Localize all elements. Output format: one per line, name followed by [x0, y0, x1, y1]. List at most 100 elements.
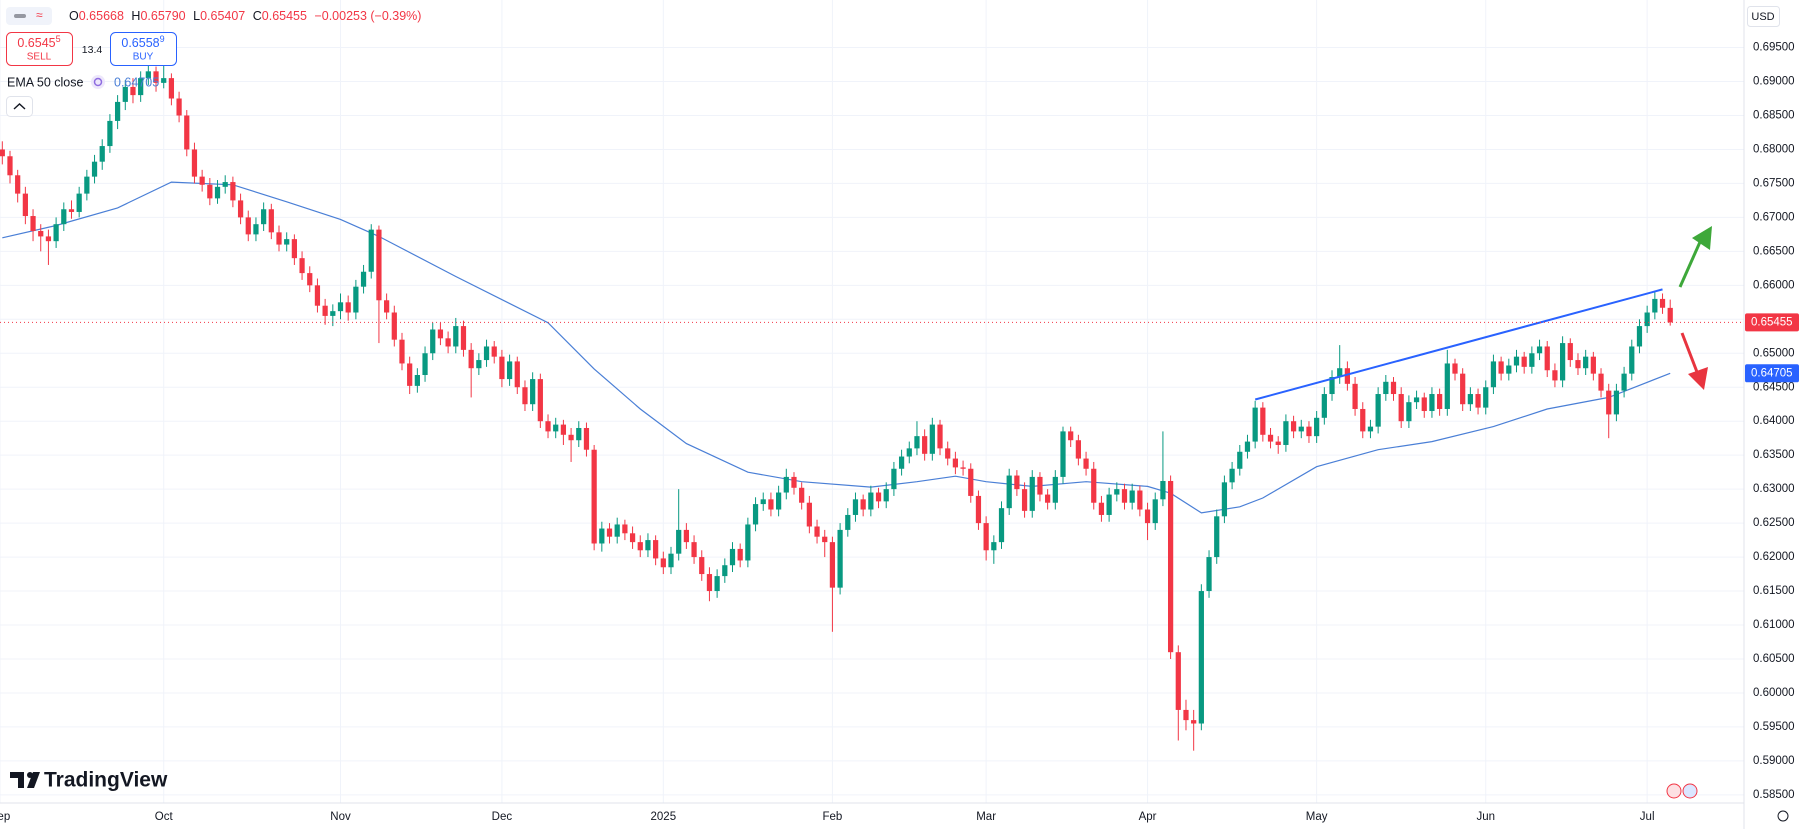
indicator-name: EMA 50 close [7, 75, 83, 89]
candle-body [1267, 434, 1274, 442]
candle-body [214, 186, 221, 199]
candle-body [829, 542, 836, 588]
candle-body [322, 305, 328, 316]
down-arrow [1680, 332, 1699, 373]
candle-body [737, 548, 743, 561]
candle-body [1590, 356, 1596, 374]
candle-body [384, 300, 390, 313]
event-icon[interactable] [1682, 783, 1698, 799]
candle-body [1198, 591, 1204, 724]
x-tick-label: May [1306, 811, 1328, 823]
candle-body [161, 78, 167, 83]
candle-body [430, 329, 436, 354]
y-tick-label: 0.69500 [1753, 42, 1795, 54]
candle-body [22, 193, 28, 217]
currency: USD [1751, 11, 1774, 23]
buy-button[interactable] [110, 32, 177, 66]
candle-body [975, 495, 982, 524]
low-value: 0.65407 [200, 9, 245, 23]
indicator-value: 0.64705 [114, 75, 159, 89]
event-icon[interactable] [1666, 783, 1682, 799]
candle-body [268, 209, 274, 233]
settings-icon[interactable] [1777, 810, 1789, 822]
candle-body [1536, 346, 1543, 354]
candle-body [1306, 426, 1312, 437]
collapse-button[interactable] [6, 96, 33, 117]
sell-button[interactable] [6, 32, 73, 66]
candle-body [1437, 394, 1443, 409]
candle-body [1014, 475, 1020, 490]
candle-body [1444, 363, 1450, 409]
candle-body [629, 533, 636, 543]
sell-price-pip: 5 [56, 34, 61, 44]
candle-body [1314, 417, 1320, 437]
candle-body [1483, 387, 1489, 408]
candle-body [514, 361, 520, 388]
trend-line [1254, 288, 1663, 401]
y-tick-label: 0.66000 [1753, 279, 1795, 291]
candle-body [184, 115, 190, 150]
high-value: 0.65790 [140, 9, 185, 23]
candle-body [1152, 499, 1158, 524]
candle-body [1052, 476, 1058, 503]
candle-body [945, 448, 951, 459]
candle-body [614, 524, 620, 537]
candle-body [1352, 383, 1358, 409]
candle-body [852, 499, 859, 515]
candle-body [952, 458, 959, 468]
candle-body [345, 302, 351, 313]
button-icon: ≈ [36, 8, 43, 22]
candle-body [222, 182, 228, 187]
y-tick-label: 0.61500 [1753, 585, 1795, 597]
x-tick-label: Nov [330, 811, 351, 823]
candle-body [491, 346, 497, 357]
candle-body [560, 424, 567, 435]
candle-body [1544, 346, 1550, 371]
candle-body [637, 542, 643, 551]
candle-body [1390, 381, 1397, 395]
logo-text: TradingView [44, 769, 168, 792]
currency-button[interactable] [1747, 6, 1780, 27]
candle-body [814, 526, 820, 537]
candle-body [960, 467, 966, 469]
candle-body [676, 529, 682, 554]
symbol-buttons[interactable] [6, 7, 52, 25]
candle-body [760, 499, 766, 505]
x-tick-label: Mar [976, 811, 996, 823]
candle-body [860, 499, 866, 510]
candle-body [1214, 516, 1220, 558]
indicator-icon[interactable] [91, 75, 105, 89]
candle-body [1337, 368, 1343, 378]
candle-body [1106, 494, 1112, 515]
candle-body [445, 338, 451, 347]
candle-body [1421, 397, 1427, 412]
y-tick-label: 0.68500 [1753, 110, 1795, 122]
candle-body [453, 326, 459, 347]
candle-body [1498, 361, 1504, 374]
candle-body [207, 184, 213, 199]
candle-body [1375, 394, 1381, 427]
candle-body [868, 492, 874, 510]
x-tick-label: Dec [492, 811, 513, 823]
candle-body [914, 436, 920, 449]
buy-price-main: 0.6558 [121, 36, 159, 50]
candle-body [353, 286, 359, 313]
candle-body [837, 529, 843, 588]
candle-body [1298, 426, 1304, 432]
y-tick-label: 0.69000 [1753, 76, 1795, 88]
candle-body [53, 224, 59, 242]
y-tick-label: 0.66500 [1753, 245, 1795, 257]
candle-body [261, 209, 267, 225]
candle-body [199, 176, 205, 185]
y-tick-label: 0.58500 [1753, 789, 1795, 801]
sell-price-main: 0.6545 [17, 36, 55, 50]
candle-body [691, 542, 697, 558]
candle-body [1137, 490, 1143, 510]
candle-body [1583, 356, 1589, 369]
candle-body [422, 353, 428, 376]
candle-body [99, 146, 105, 162]
candle-body [883, 489, 889, 502]
y-tick-label: 0.68000 [1753, 143, 1795, 155]
candle-body [752, 504, 759, 525]
candle-body [968, 468, 974, 496]
